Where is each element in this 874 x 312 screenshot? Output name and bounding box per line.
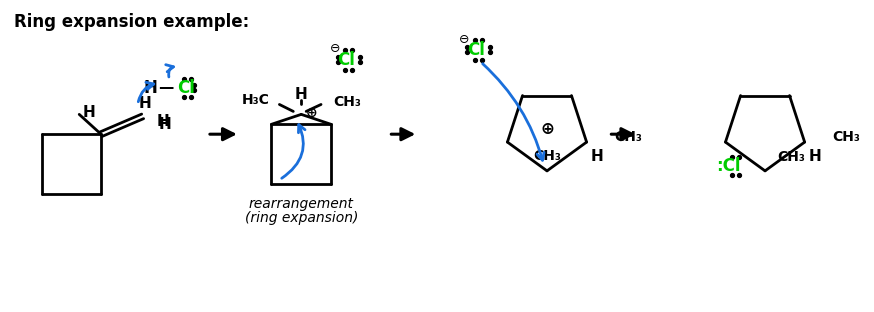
Text: :Cl: :Cl	[716, 157, 740, 175]
Text: CH₃: CH₃	[333, 95, 361, 110]
Text: Ring expansion example:: Ring expansion example:	[14, 13, 249, 31]
Text: ⊖: ⊖	[459, 32, 469, 46]
Text: CH₃: CH₃	[533, 149, 561, 163]
Text: ⊕: ⊕	[305, 105, 317, 119]
Text: CH₃: CH₃	[614, 130, 642, 144]
Text: (ring expansion): (ring expansion)	[245, 212, 358, 226]
Text: H: H	[156, 114, 170, 129]
Text: rearrangement: rearrangement	[249, 197, 354, 211]
Text: CH₃: CH₃	[832, 130, 860, 144]
Text: H: H	[808, 149, 821, 164]
Text: H: H	[143, 79, 157, 97]
Text: —: —	[158, 80, 174, 95]
Text: H: H	[590, 149, 603, 164]
Text: H₃C: H₃C	[241, 94, 269, 108]
Text: H: H	[295, 87, 308, 102]
Text: H: H	[83, 105, 95, 120]
Text: H: H	[158, 117, 171, 132]
Text: ⊕: ⊕	[540, 120, 554, 138]
Text: CH₃: CH₃	[777, 150, 805, 164]
Text: Cl: Cl	[177, 79, 195, 97]
Text: Cl: Cl	[336, 51, 355, 69]
Text: H: H	[138, 96, 151, 111]
Text: Cl: Cl	[467, 41, 484, 59]
Text: ⊖: ⊖	[329, 42, 340, 56]
